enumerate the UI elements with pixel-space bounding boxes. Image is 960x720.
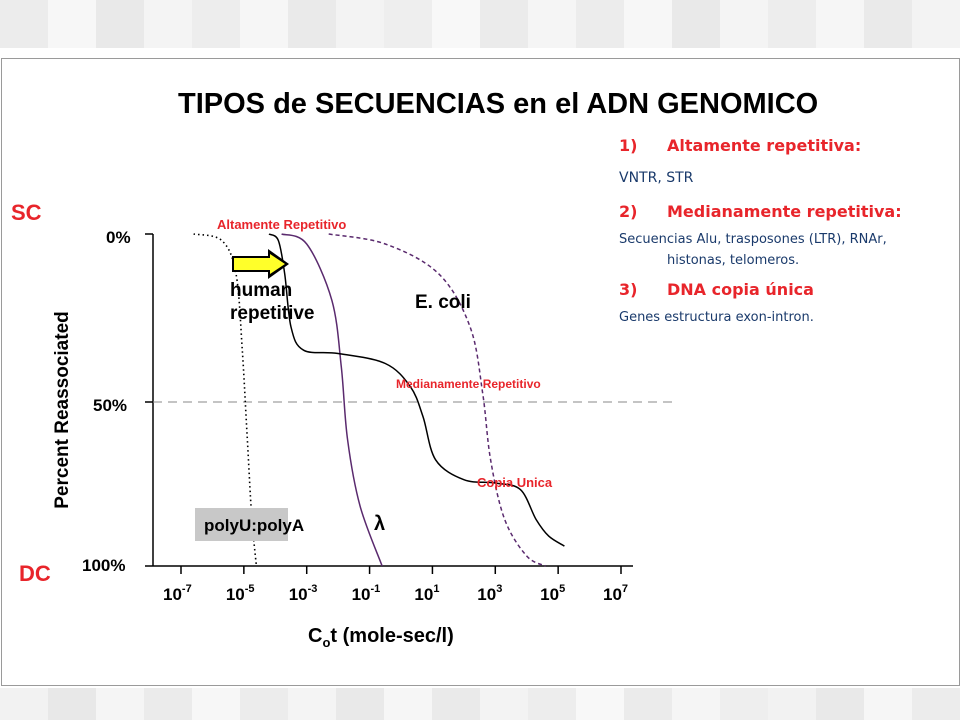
deco-square [288,0,336,48]
x-tick-label: 10-7 [163,583,192,604]
deco-square [432,688,480,720]
deco-square [0,688,48,720]
curves [193,233,565,567]
x-tick-label: 101 [414,583,439,604]
list-item-3-title: 3) DNA copia única [619,280,960,299]
deco-square [192,0,240,48]
x-tick-label: 105 [540,583,565,604]
deco-square [720,0,768,48]
human-label: human [230,280,292,301]
deco-square [576,0,624,48]
deco-square [48,688,96,720]
deco-square [912,688,960,720]
deco-square [240,0,288,48]
list-item-1-detail: VNTR, STR [619,170,694,186]
deco-square [624,688,672,720]
list-item-1-title: 1) Altamente repetitiva: [619,136,960,155]
list-number: 3) [619,280,638,299]
x-tick-label: 107 [603,583,628,604]
deco-square [528,0,576,48]
annotation-altamente: Altamente Repetitivo [217,217,346,232]
list-item-2-detail-cont: histonas, telomeros. [667,253,800,268]
deco-square [816,0,864,48]
x-axis-title-sub: o [322,635,330,650]
deco-square [144,0,192,48]
list-item-2-title: 2) Medianamente repetitiva: [619,202,960,221]
y-tick-label: 100% [82,556,125,575]
bottom-decoration [0,688,960,720]
deco-square [768,0,816,48]
x-axis-title-rest: t (mole-sec/l) [330,625,453,647]
yellow-arrow-icon [232,249,289,279]
deco-square [672,0,720,48]
deco-square [480,688,528,720]
deco-square [624,0,672,48]
polyu-label: polyU:polyA [204,516,304,535]
x-ticks: 10-7 10-5 10-3 10-1 101 103 105 107 [163,566,628,604]
dc-label: DC [19,561,51,586]
deco-square [480,0,528,48]
curve- [281,233,383,567]
deco-square [336,0,384,48]
deco-square [192,688,240,720]
deco-square [864,0,912,48]
curve-human-repetitive [268,233,565,547]
y-tick-label: 50% [93,396,127,415]
sequence-types-list: 1) Altamente repetitiva: VNTR, STR 2) Medi… [619,136,960,328]
deco-square [384,688,432,720]
list-number: 1) [619,136,638,155]
x-tick-label: 10-1 [352,583,381,604]
x-tick-label: 10-5 [226,583,255,604]
x-axis-title-c: C [308,625,322,647]
deco-square [768,688,816,720]
curve-e-coli [328,233,546,567]
x-tick-label: 103 [477,583,502,604]
list-title: DNA copia única [667,280,814,299]
polyu-label-box [195,508,288,541]
deco-square [864,688,912,720]
annotation-copia-unica: Copia Unica [477,475,553,490]
deco-square [528,688,576,720]
lambda-label: λ [374,513,385,535]
deco-square [240,688,288,720]
deco-square [144,688,192,720]
list-title: Altamente repetitiva: [667,136,862,155]
deco-square [0,0,48,48]
deco-square [912,0,960,48]
deco-square [384,0,432,48]
deco-square [48,0,96,48]
y-axis-title: Percent Reassociated [52,311,73,509]
top-decoration [0,0,960,60]
list-item-2-detail: Secuencias Alu, trasposones (LTR), RNAr, [619,232,887,247]
deco-square [336,688,384,720]
sc-label: SC [11,200,42,225]
ecoli-label: E. coli [415,292,471,313]
y-tick-label: 0% [106,228,131,247]
deco-square [288,688,336,720]
deco-square [672,688,720,720]
slide-title: TIPOS de SECUENCIAS en el ADN GENOMICO [178,88,819,120]
deco-square [432,0,480,48]
deco-square [96,688,144,720]
list-title: Medianamente repetitiva: [667,202,902,221]
slide-frame [1,58,960,686]
deco-square [816,688,864,720]
deco-square [96,0,144,48]
x-axis-title: Cot (mole-sec/l) [308,625,454,650]
list-item-3-detail: Genes estructura exon-intron. [619,310,814,325]
deco-square [576,688,624,720]
annotation-medianamente: Medianamente Repetitivo [396,377,541,391]
repetitive-label: repetitive [230,303,314,324]
list-number: 2) [619,202,638,221]
x-tick-label: 10-3 [289,583,318,604]
deco-square [720,688,768,720]
